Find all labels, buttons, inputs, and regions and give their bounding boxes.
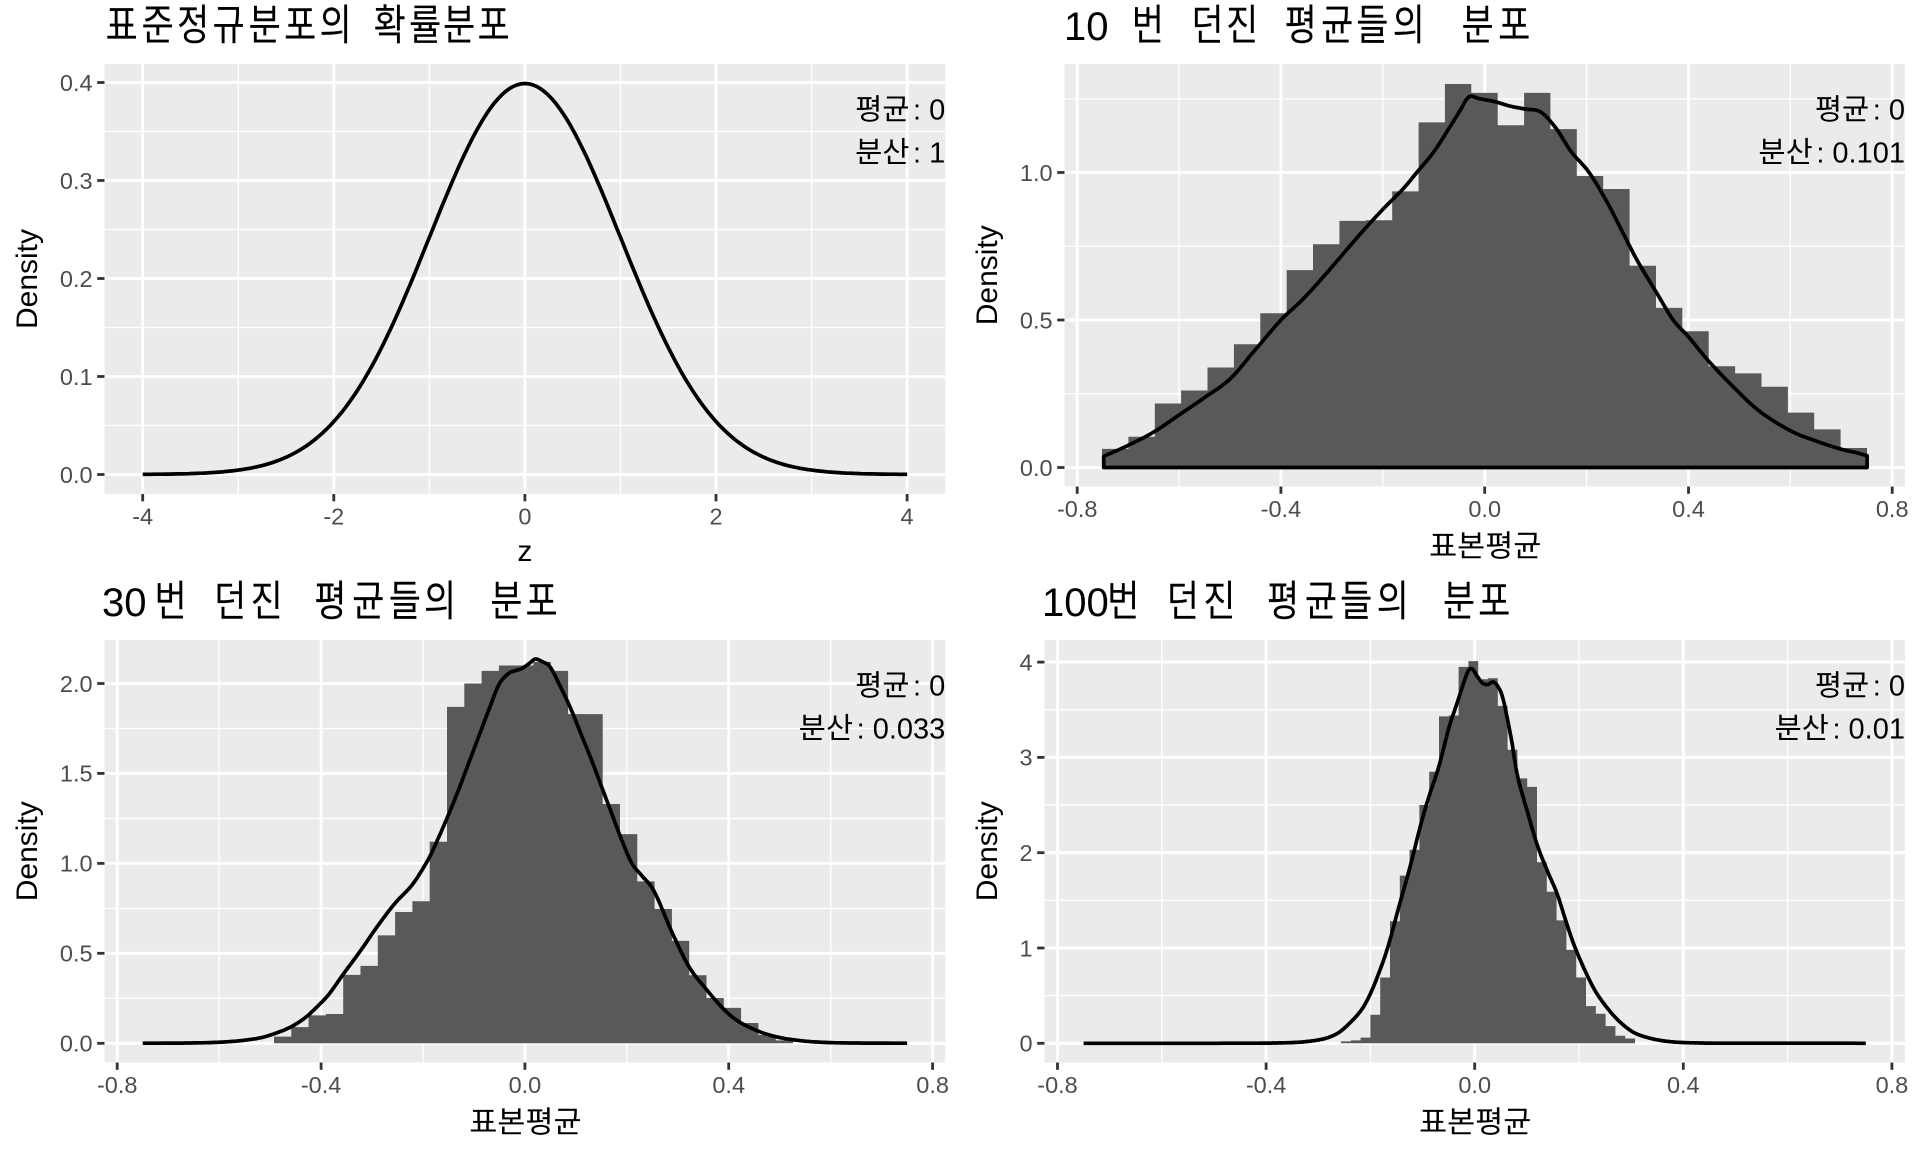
svg-text:0.0: 0.0 — [1020, 455, 1053, 481]
svg-text:1: 1 — [1020, 935, 1033, 961]
svg-text:: 0.033: : 0.033 — [857, 713, 946, 745]
svg-text:0.0: 0.0 — [509, 1072, 542, 1098]
svg-text:0.1: 0.1 — [60, 364, 93, 390]
svg-text:0: 0 — [1020, 1031, 1033, 1057]
svg-text:-0.4: -0.4 — [1261, 496, 1302, 522]
svg-text:: 0: : 0 — [1873, 95, 1905, 127]
svg-text:-0.8: -0.8 — [1057, 496, 1098, 522]
svg-text:2: 2 — [1020, 840, 1033, 866]
svg-text:0.3: 0.3 — [60, 168, 93, 194]
svg-text:0.4: 0.4 — [1672, 496, 1705, 522]
svg-text:0.8: 0.8 — [1876, 1072, 1909, 1098]
svg-text:3: 3 — [1020, 745, 1033, 771]
svg-text:0.0: 0.0 — [1458, 1072, 1491, 1098]
svg-text:: 0: : 0 — [913, 95, 945, 127]
svg-text:2: 2 — [709, 504, 722, 530]
svg-text:Density: Density — [11, 229, 44, 329]
svg-text:-0.8: -0.8 — [1037, 1072, 1078, 1098]
svg-text:0: 0 — [518, 504, 531, 530]
svg-text:4: 4 — [1020, 649, 1033, 675]
svg-text:1.0: 1.0 — [1020, 160, 1053, 186]
svg-text:4: 4 — [901, 504, 914, 530]
svg-text:0.4: 0.4 — [712, 1072, 745, 1098]
svg-text:: 0.01: : 0.01 — [1832, 713, 1905, 745]
svg-text:0.0: 0.0 — [60, 462, 93, 488]
svg-text:0.5: 0.5 — [1020, 307, 1053, 333]
svg-text:10: 10 — [1064, 5, 1109, 49]
svg-text:0.8: 0.8 — [1876, 496, 1909, 522]
svg-text:Density: Density — [11, 801, 44, 901]
svg-text:: 0.101: : 0.101 — [1816, 137, 1905, 169]
svg-text:-4: -4 — [132, 504, 153, 530]
svg-text:Density: Density — [971, 801, 1004, 901]
svg-text:0.4: 0.4 — [1667, 1072, 1700, 1098]
svg-text:-0.4: -0.4 — [301, 1072, 342, 1098]
svg-text:1.0: 1.0 — [60, 851, 93, 877]
svg-text:0.0: 0.0 — [60, 1031, 93, 1057]
svg-text:30: 30 — [102, 581, 147, 625]
svg-text:0.5: 0.5 — [60, 941, 93, 967]
svg-text:0.0: 0.0 — [1468, 496, 1501, 522]
svg-text:Density: Density — [971, 225, 1004, 325]
svg-text:: 0: : 0 — [913, 671, 945, 703]
svg-text:-0.4: -0.4 — [1246, 1072, 1287, 1098]
svg-text:1.5: 1.5 — [60, 761, 93, 787]
svg-text:0.8: 0.8 — [916, 1072, 949, 1098]
svg-text:2.0: 2.0 — [60, 671, 93, 697]
svg-text:-2: -2 — [323, 504, 344, 530]
svg-text:z: z — [517, 535, 532, 568]
svg-text:: 1: : 1 — [913, 137, 945, 169]
svg-text:100: 100 — [1042, 581, 1109, 625]
svg-text:-0.8: -0.8 — [97, 1072, 138, 1098]
svg-text:0.4: 0.4 — [60, 70, 93, 96]
svg-text:0.2: 0.2 — [60, 266, 93, 292]
svg-text:: 0: : 0 — [1873, 671, 1905, 703]
